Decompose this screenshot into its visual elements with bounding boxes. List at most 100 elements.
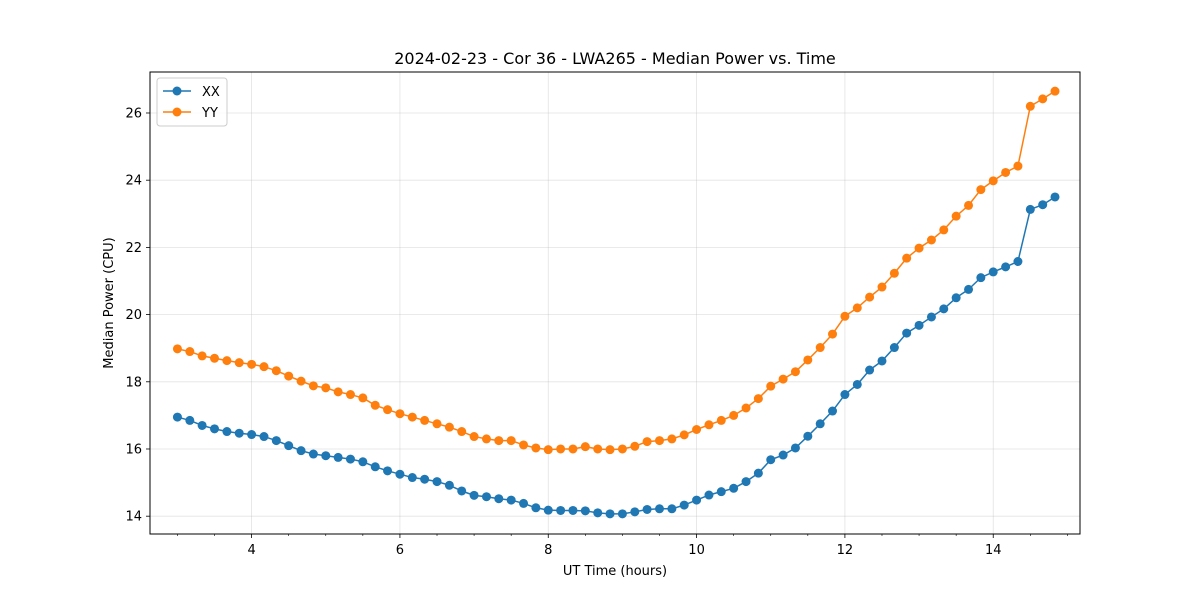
data-point-xx — [654, 504, 664, 514]
y-tick-label: 16 — [125, 442, 142, 457]
data-point-xx — [580, 506, 590, 516]
data-point-xx — [704, 490, 714, 500]
data-point-xx — [345, 454, 355, 464]
data-point-yy — [951, 211, 961, 221]
data-point-xx — [407, 473, 417, 483]
data-point-xx — [642, 504, 652, 514]
data-point-xx — [951, 293, 961, 303]
data-point-yy — [531, 443, 541, 453]
data-point-yy — [370, 400, 380, 410]
data-point-yy — [692, 425, 702, 435]
data-point-xx — [556, 505, 566, 515]
data-point-xx — [716, 487, 726, 497]
data-point-xx — [852, 379, 862, 389]
data-point-yy — [778, 374, 788, 384]
data-point-xx — [902, 328, 912, 338]
y-axis-label: Median Power (CPU) — [102, 237, 117, 368]
data-point-yy — [568, 444, 578, 454]
data-point-xx — [815, 419, 825, 429]
y-axis-ticks: 14 16 18 20 22 24 26 — [125, 106, 150, 525]
data-point-xx — [766, 455, 776, 465]
x-tick-label: 12 — [837, 543, 854, 558]
data-point-yy — [259, 362, 269, 372]
data-point-yy — [865, 292, 875, 302]
data-point-xx — [988, 267, 998, 277]
data-point-xx — [939, 304, 949, 314]
data-point-xx — [333, 452, 343, 462]
data-point-yy — [358, 393, 368, 403]
data-point-yy — [741, 403, 751, 413]
data-point-yy — [321, 383, 331, 393]
data-point-yy — [210, 353, 220, 363]
series-yy — [172, 86, 1060, 455]
data-point-yy — [939, 225, 949, 235]
data-point-xx — [679, 500, 689, 510]
data-point-xx — [444, 480, 454, 490]
data-point-yy — [790, 367, 800, 377]
data-point-xx — [617, 509, 627, 519]
data-point-xx — [729, 483, 739, 493]
data-point-yy — [556, 444, 566, 454]
data-point-yy — [395, 409, 405, 419]
data-point-xx — [1025, 204, 1035, 214]
data-point-xx — [469, 490, 479, 500]
data-point-yy — [1001, 167, 1011, 177]
data-point-xx — [753, 468, 763, 478]
y-tick-label: 22 — [125, 241, 142, 256]
data-point-yy — [234, 358, 244, 368]
y-tick-label: 14 — [125, 510, 142, 525]
x-tick-label: 8 — [544, 543, 552, 558]
data-point-yy — [197, 351, 207, 361]
data-point-yy — [877, 282, 887, 292]
x-tick-label: 14 — [985, 543, 1002, 558]
data-point-xx — [593, 508, 603, 518]
data-point-xx — [1038, 200, 1048, 210]
data-point-xx — [741, 477, 751, 487]
data-point-xx — [383, 466, 393, 476]
data-point-yy — [988, 176, 998, 186]
data-point-xx — [210, 424, 220, 434]
data-point-yy — [828, 329, 838, 339]
data-point-xx — [828, 406, 838, 416]
data-point-xx — [790, 443, 800, 453]
data-point-xx — [840, 390, 850, 400]
data-point-xx — [531, 503, 541, 513]
data-point-yy — [407, 412, 417, 422]
data-point-yy — [840, 311, 850, 321]
data-point-yy — [457, 427, 467, 437]
data-point-yy — [617, 444, 627, 454]
data-point-yy — [383, 405, 393, 415]
data-point-xx — [778, 450, 788, 460]
data-point-xx — [605, 509, 615, 519]
data-point-yy — [296, 376, 306, 386]
data-point-xx — [271, 436, 281, 446]
data-point-yy — [469, 432, 479, 442]
data-point-yy — [506, 436, 516, 446]
chart-title: 2024-02-23 - Cor 36 - LWA265 - Median Po… — [394, 49, 836, 68]
data-point-xx — [889, 343, 899, 353]
data-point-xx — [222, 427, 232, 437]
data-point-xx — [865, 365, 875, 375]
data-point-yy — [605, 445, 615, 455]
data-point-xx — [432, 477, 442, 487]
data-point-yy — [889, 268, 899, 278]
x-tick-label: 4 — [247, 543, 255, 558]
data-point-xx — [926, 312, 936, 322]
data-point-yy — [914, 243, 924, 253]
data-point-yy — [271, 366, 281, 376]
data-point-xx — [630, 507, 640, 517]
data-point-xx — [667, 504, 677, 514]
x-axis-ticks: 4 6 8 10 12 14 — [177, 534, 1068, 558]
data-point-yy — [1013, 161, 1023, 171]
data-point-xx — [481, 492, 491, 502]
data-point-xx — [568, 505, 578, 515]
data-point-yy — [1038, 94, 1048, 104]
series-layer — [172, 86, 1060, 519]
data-point-yy — [481, 434, 491, 444]
data-point-yy — [345, 390, 355, 400]
data-point-yy — [803, 355, 813, 365]
data-point-yy — [852, 303, 862, 313]
data-point-xx — [914, 320, 924, 330]
data-point-yy — [926, 235, 936, 245]
